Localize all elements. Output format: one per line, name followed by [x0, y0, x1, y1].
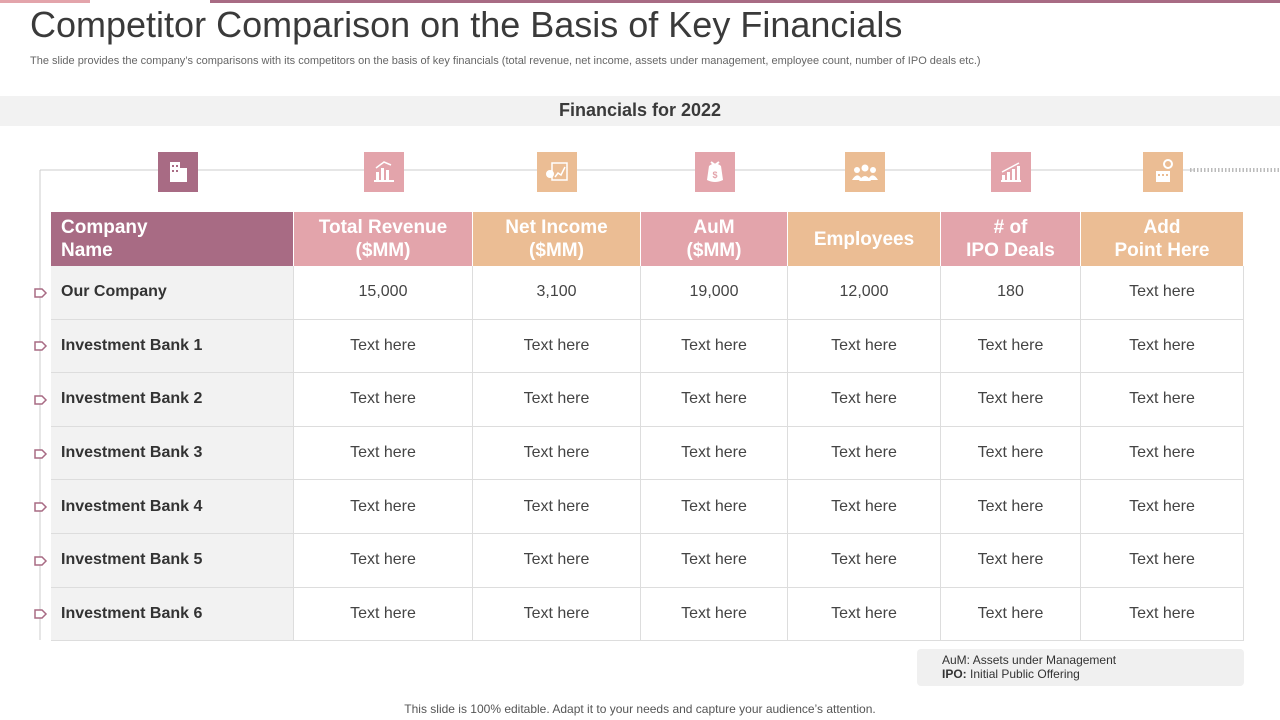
- table-cell: Text here: [788, 480, 941, 534]
- row-label: Investment Bank 4: [51, 480, 294, 534]
- accent-bar: [0, 0, 90, 3]
- title: Competitor Comparison on the Basis of Ke…: [30, 4, 903, 45]
- table-cell: Text here: [641, 426, 788, 481]
- row-marker: [34, 609, 48, 620]
- column-header: Total Revenue ($MM): [294, 212, 473, 266]
- table-cell: Text here: [294, 319, 473, 374]
- accent-bar: [210, 0, 1280, 3]
- row-marker: [34, 448, 48, 459]
- table-cell: Text here: [1081, 480, 1244, 534]
- table-cell: Text here: [788, 319, 941, 374]
- row-label: Investment Bank 2: [51, 373, 294, 427]
- column-icon: $: [694, 152, 735, 192]
- column-icon: [537, 152, 577, 192]
- table-cell: Text here: [473, 534, 641, 588]
- note: IPO: Initial Public Offering: [942, 667, 1080, 681]
- table-cell: Text here: [641, 534, 788, 588]
- footer: This slide is 100% editable. Adapt it to…: [404, 702, 876, 716]
- column-icon: [157, 152, 198, 192]
- table-cell: Text here: [294, 373, 473, 427]
- subtitle: The slide provides the company’s compari…: [30, 55, 981, 67]
- notes: AuM: Assets under Management IPO: Initial…: [917, 649, 1244, 686]
- table-cell: Text here: [941, 319, 1081, 374]
- table-cell: Text here: [1081, 319, 1244, 374]
- table-cell: Text here: [788, 426, 941, 481]
- note-definition: Initial Public Offering: [970, 667, 1080, 681]
- table-cell: Text here: [641, 587, 788, 642]
- table-cell: Text here: [473, 426, 641, 481]
- table-cell: 15,000: [294, 266, 473, 320]
- table-cell: Text here: [788, 534, 941, 588]
- table-cell: Text here: [294, 480, 473, 534]
- note: AuM: Assets under Management: [942, 653, 1116, 667]
- column-icon: [844, 152, 885, 192]
- table-cell: Text here: [641, 480, 788, 534]
- row-label: Investment Bank 3: [51, 426, 294, 481]
- row-label: Our Company: [51, 266, 294, 320]
- table-cell: Text here: [473, 587, 641, 642]
- table-cell: Text here: [294, 534, 473, 588]
- row-label: Investment Bank 1: [51, 319, 294, 374]
- table-cell: 19,000: [641, 266, 788, 320]
- table-cell: Text here: [473, 480, 641, 534]
- table-cell: Text here: [1081, 373, 1244, 427]
- table-cell: Text here: [294, 426, 473, 481]
- table-cell: Text here: [641, 319, 788, 374]
- column-header: Company Name: [51, 212, 294, 266]
- row-marker: [34, 556, 48, 566]
- table-cell: Text here: [1081, 534, 1244, 588]
- note-definition: Assets under Management: [972, 653, 1117, 667]
- table-cell: Text here: [641, 373, 788, 427]
- table-cell: Text here: [294, 587, 473, 642]
- section-title: Financials for 2022: [558, 100, 722, 120]
- table-cell: Text here: [788, 373, 941, 427]
- row-label: Investment Bank 5: [51, 534, 294, 588]
- table-cell: Text here: [941, 587, 1081, 642]
- table-cell: Text here: [1081, 266, 1244, 320]
- row-marker: [34, 395, 48, 405]
- row-marker: [34, 502, 48, 512]
- row-marker: [34, 288, 48, 298]
- column-header: Add Point Here: [1081, 212, 1244, 266]
- column-header: Net Income ($MM): [473, 212, 641, 266]
- table-cell: 3,100: [473, 266, 641, 320]
- table-cell: Text here: [788, 587, 941, 642]
- section-band: [0, 96, 1280, 126]
- row-marker: [34, 341, 48, 352]
- table-cell: Text here: [1081, 426, 1244, 481]
- column-header: # of IPO Deals: [941, 212, 1081, 266]
- table-cell: Text here: [941, 480, 1081, 534]
- column-icon: [1142, 152, 1183, 192]
- table-cell: Text here: [473, 373, 641, 427]
- column-header: Employees: [788, 212, 941, 266]
- row-label: Investment Bank 6: [51, 587, 294, 642]
- note-term: IPO:: [942, 667, 967, 681]
- svg-text:$: $: [712, 170, 717, 180]
- column-icon: [991, 152, 1031, 192]
- note-term: AuM:: [942, 653, 971, 667]
- table-cell: 12,000: [788, 266, 941, 320]
- table-cell: Text here: [473, 319, 641, 374]
- table-cell: Text here: [1081, 587, 1244, 642]
- table-cell: Text here: [941, 534, 1081, 588]
- table-cell: Text here: [941, 426, 1081, 481]
- table-cell: Text here: [941, 373, 1081, 427]
- column-header: AuM ($MM): [641, 212, 788, 266]
- column-icon: [363, 152, 404, 192]
- table-cell: 180: [941, 266, 1081, 320]
